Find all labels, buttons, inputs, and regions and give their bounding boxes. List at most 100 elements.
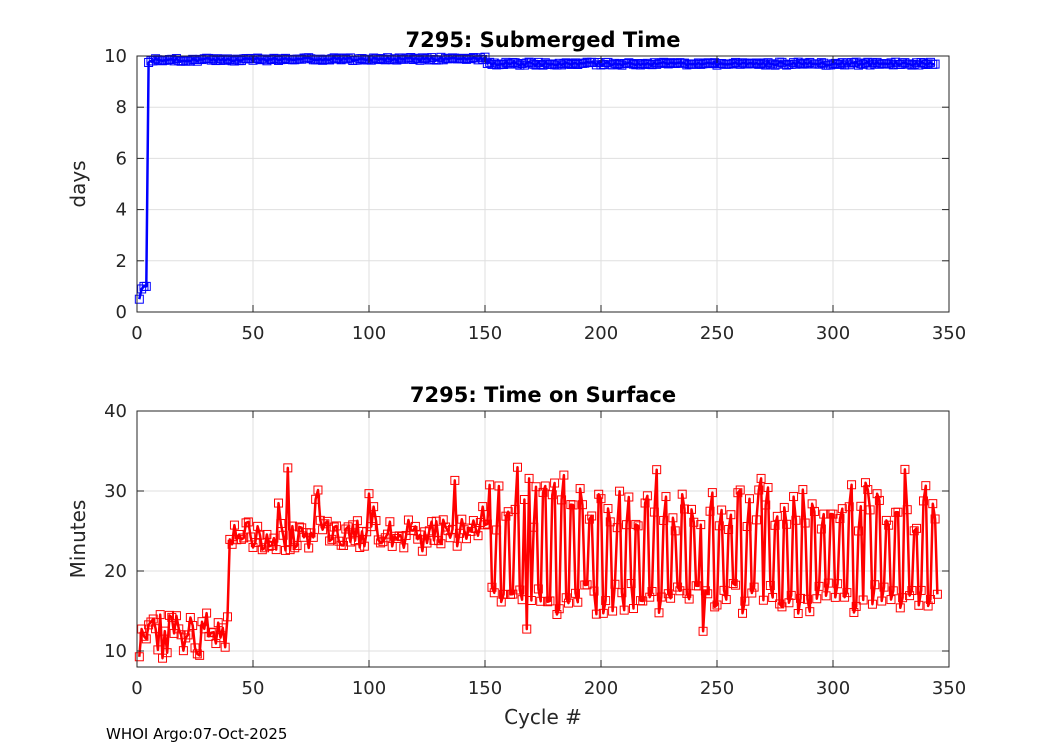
data-point [137,284,147,294]
data-point [693,58,703,68]
data-point [385,517,395,527]
data-point [731,580,741,590]
data-point [670,526,680,536]
data-point [526,58,536,68]
y-axis-label: Minutes [66,500,90,579]
data-point [364,489,374,499]
data-point [283,463,293,473]
data-point [171,611,181,621]
data-point [329,53,339,63]
data-point [436,52,446,62]
x-tick-label: 300 [816,678,850,699]
data-point [134,652,144,662]
data-point [524,57,534,67]
data-point [909,526,919,536]
data-point [631,60,641,70]
data-point [218,54,228,64]
data-point [350,536,360,546]
data-point [884,59,894,69]
data-point [473,531,483,541]
data-point [318,525,328,535]
data-point [243,517,253,527]
data-point [445,53,455,63]
data-point [420,54,430,64]
data-point [557,60,567,70]
data-point [642,491,652,501]
chart-title: 7295: Submerged Time [405,28,680,52]
data-point [858,595,868,605]
data-point [294,522,304,532]
series-line [138,55,936,300]
data-point [515,585,525,595]
data-point [916,57,926,67]
data-point [819,509,829,519]
x-tick-label: 250 [700,678,734,699]
data-point [833,579,843,589]
data-point [387,541,397,551]
data-point [485,57,495,67]
data-point [805,57,815,67]
data-point [907,586,917,596]
data-point [721,595,731,605]
data-point [155,610,165,620]
submerged-time-chart: 0 50 100 150 200 250 300 350 0 2 4 6 8 10 7295: Subme… [66,28,966,344]
data-point [209,54,219,64]
data-point [494,481,504,491]
x-tick-label: 350 [932,323,966,344]
data-point [830,592,840,602]
data-point [731,57,741,67]
data-point [174,624,184,634]
data-point [176,630,186,640]
data-point [315,54,325,64]
data-point [415,530,425,540]
data-point [640,59,650,69]
data-point [431,516,441,526]
data-point [543,597,553,607]
y-tick-label: 10 [104,641,127,662]
data-point [740,58,750,68]
data-point [886,58,896,68]
data-point [594,58,604,68]
data-point [371,53,381,63]
data-point [280,53,290,63]
data-point [517,595,527,605]
data-point [568,500,578,510]
data-point [849,607,859,617]
x-tick-label: 50 [242,678,265,699]
data-point [914,60,924,70]
data-point [183,630,193,640]
data-point [262,56,272,66]
data-point [526,595,536,605]
data-point [900,58,910,68]
data-point [930,59,940,69]
data-point [540,58,550,68]
data-point [805,607,815,617]
data-point [854,60,864,70]
data-point [693,581,703,591]
data-point [181,633,191,643]
data-point [598,60,608,70]
data-point [844,60,854,70]
data-point [856,501,866,511]
data-point [577,500,587,510]
data-point [768,59,778,69]
data-point [761,60,771,70]
data-point [888,586,898,596]
data-point [253,521,263,531]
data-point [849,58,859,68]
data-point [188,621,198,631]
data-point [640,498,650,508]
y-tick-label: 10 [104,46,127,67]
data-point [533,584,543,594]
data-point [573,597,583,607]
data-point [550,478,560,488]
data-point [297,54,307,64]
data-point [633,59,643,69]
data-point [884,520,894,530]
data-point [573,59,583,69]
data-point [631,519,641,529]
data-point [297,523,307,533]
data-point [628,604,638,614]
data-point [617,588,627,598]
